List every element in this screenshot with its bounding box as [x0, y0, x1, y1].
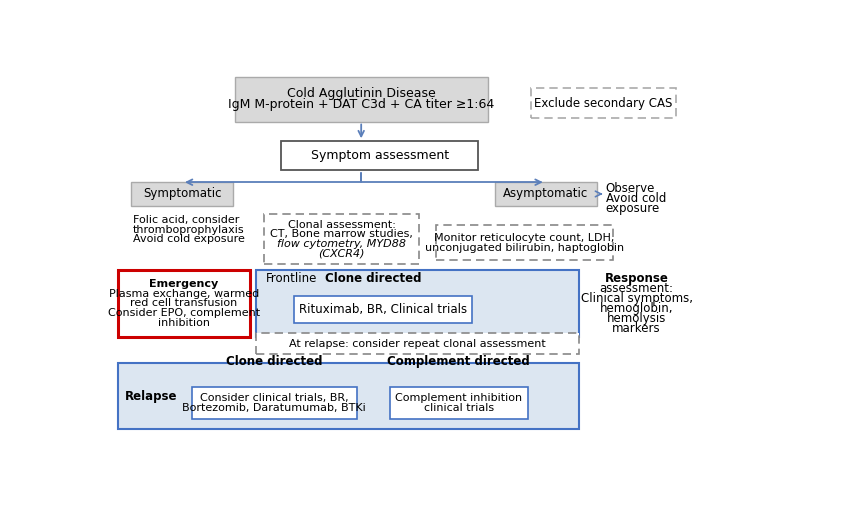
FancyBboxPatch shape	[235, 77, 488, 121]
Text: Rituximab, BR, Clinical trials: Rituximab, BR, Clinical trials	[299, 303, 467, 316]
Text: Monitor reticulocyte count, LDH,: Monitor reticulocyte count, LDH,	[434, 233, 615, 243]
Text: Observe: Observe	[605, 182, 655, 195]
Text: Complement inhibition: Complement inhibition	[395, 393, 522, 403]
Text: unconjugated bilirubin, haptoglobin: unconjugated bilirubin, haptoglobin	[425, 243, 624, 252]
Text: Clone directed: Clone directed	[325, 272, 422, 284]
Text: CT, Bone marrow studies,: CT, Bone marrow studies,	[270, 229, 413, 239]
Text: Symptomatic: Symptomatic	[143, 187, 222, 201]
Text: At relapse: consider repeat clonal assessment: At relapse: consider repeat clonal asses…	[290, 338, 547, 348]
Text: IgM M-protein + DAT C3d + CA titer ≥1:64: IgM M-protein + DAT C3d + CA titer ≥1:64	[229, 98, 495, 111]
Text: Clonal assessment:: Clonal assessment:	[288, 219, 396, 230]
FancyBboxPatch shape	[495, 182, 597, 206]
Text: Consider EPO, complement: Consider EPO, complement	[108, 308, 260, 318]
Text: Avoid cold exposure: Avoid cold exposure	[133, 235, 245, 244]
FancyBboxPatch shape	[192, 387, 357, 419]
FancyBboxPatch shape	[280, 141, 479, 171]
Text: Plasma exchange, warmed: Plasma exchange, warmed	[109, 289, 259, 299]
Text: Consider clinical trials, BR,: Consider clinical trials, BR,	[200, 393, 348, 403]
Text: thromboprophylaxis: thromboprophylaxis	[133, 225, 244, 235]
Text: exposure: exposure	[605, 202, 660, 215]
Text: inhibition: inhibition	[158, 318, 210, 328]
Text: hemoglobin,: hemoglobin,	[600, 302, 673, 315]
Text: clinical trials: clinical trials	[423, 403, 494, 412]
Text: Symptom assessment: Symptom assessment	[310, 149, 449, 163]
FancyBboxPatch shape	[389, 387, 528, 419]
FancyBboxPatch shape	[257, 270, 579, 337]
Text: assessment:: assessment:	[599, 282, 673, 295]
Text: Cold Agglutinin Disease: Cold Agglutinin Disease	[287, 87, 436, 100]
FancyBboxPatch shape	[531, 88, 676, 118]
Text: Emergency: Emergency	[150, 279, 218, 290]
FancyBboxPatch shape	[118, 270, 250, 337]
Text: markers: markers	[612, 323, 660, 335]
FancyBboxPatch shape	[294, 296, 472, 323]
Text: Clinical symptoms,: Clinical symptoms,	[581, 292, 693, 305]
Text: Relapse: Relapse	[125, 390, 177, 403]
Text: (CXCR4): (CXCR4)	[319, 248, 365, 258]
FancyBboxPatch shape	[264, 213, 419, 264]
Text: hemolysis: hemolysis	[607, 312, 666, 325]
FancyBboxPatch shape	[257, 333, 579, 355]
Text: Complement directed: Complement directed	[388, 355, 530, 368]
Text: Frontline: Frontline	[266, 272, 317, 284]
Text: red cell transfusion: red cell transfusion	[130, 299, 238, 308]
Text: Asymptomatic: Asymptomatic	[503, 187, 588, 201]
FancyBboxPatch shape	[131, 182, 234, 206]
Text: Exclude secondary CAS: Exclude secondary CAS	[535, 97, 673, 110]
Text: Avoid cold: Avoid cold	[605, 192, 666, 205]
FancyBboxPatch shape	[435, 225, 614, 261]
Text: Bortezomib, Daratumumab, BTKi: Bortezomib, Daratumumab, BTKi	[183, 403, 366, 412]
FancyBboxPatch shape	[118, 363, 579, 429]
Text: Response: Response	[604, 272, 668, 284]
Text: Folic acid, consider: Folic acid, consider	[133, 215, 239, 226]
Text: flow cytometry, MYD88: flow cytometry, MYD88	[277, 239, 406, 249]
Text: Clone directed: Clone directed	[226, 355, 322, 368]
